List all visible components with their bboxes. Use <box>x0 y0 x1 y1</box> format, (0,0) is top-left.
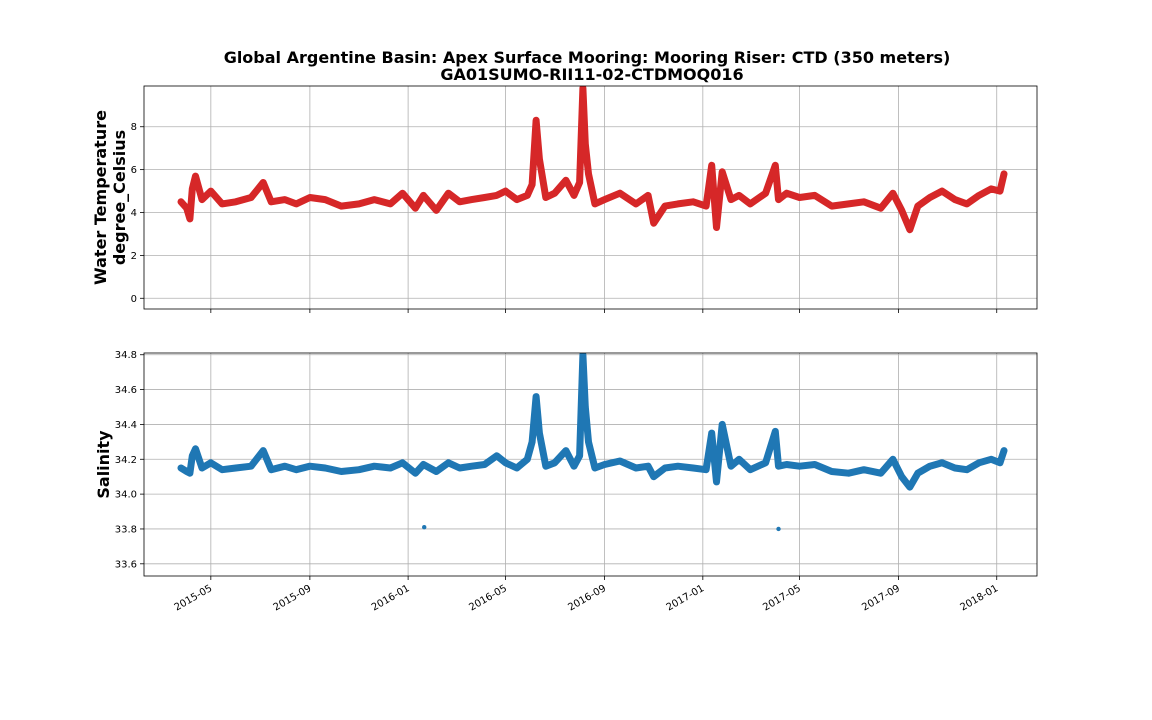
y-tick-label: 34.8 <box>115 350 137 361</box>
y-tick-label: 33.6 <box>115 559 137 570</box>
data-series-line <box>177 86 1008 234</box>
axes-frame <box>143 85 1038 310</box>
y-tick-label: 34.6 <box>115 385 137 396</box>
y-tick-label: 33.8 <box>115 524 137 535</box>
y-axis-label: Water Temperature <box>91 110 110 285</box>
chart-title-line-2: GA01SUMO-RII11-02-CTDMOQ016 <box>440 65 743 84</box>
y-tick-label: 0 <box>131 294 137 305</box>
data-series-group <box>177 86 1008 234</box>
y-tick-label: 2 <box>131 251 137 262</box>
data-series-line <box>177 353 1008 491</box>
y-tick-label: 34.2 <box>115 455 137 466</box>
y-tick-label: 4 <box>131 208 137 219</box>
data-series-group <box>177 353 1008 532</box>
y-tick-label: 34.4 <box>115 420 137 431</box>
x-tick-label: 2015-05 <box>173 583 215 613</box>
x-tick-label: 2016-05 <box>467 583 509 613</box>
x-tick-label: 2015-09 <box>272 583 314 613</box>
x-tick-label: 2017-01 <box>665 583 707 613</box>
y-tick-label: 6 <box>131 165 137 176</box>
axes-frame <box>143 352 1038 577</box>
y-tick-label: 34.0 <box>115 490 137 501</box>
data-point-outlier <box>422 525 427 530</box>
y-axis-label: Salinity <box>94 430 113 499</box>
x-tick-label: 2016-01 <box>370 583 412 613</box>
x-tick-label: 2018-01 <box>959 583 1001 613</box>
x-tick-label: 2017-05 <box>761 583 803 613</box>
temperature-panel: 0 2 4 6 8 Water Temperature degree_Celsius <box>91 85 1038 313</box>
data-point-outlier <box>776 526 781 532</box>
salinity-panel: 2015-05 2015-09 2016-01 2016-05 2016-09 2017-… <box>94 350 1038 613</box>
chart-title-line-1: Global Argentine Basin: Apex Surface Moo… <box>224 48 951 67</box>
x-tick-label: 2016-09 <box>566 583 608 613</box>
x-tick-label: 2017-09 <box>860 583 902 613</box>
y-tick-label: 8 <box>131 122 137 133</box>
y-axis-label: degree_Celsius <box>110 130 129 265</box>
